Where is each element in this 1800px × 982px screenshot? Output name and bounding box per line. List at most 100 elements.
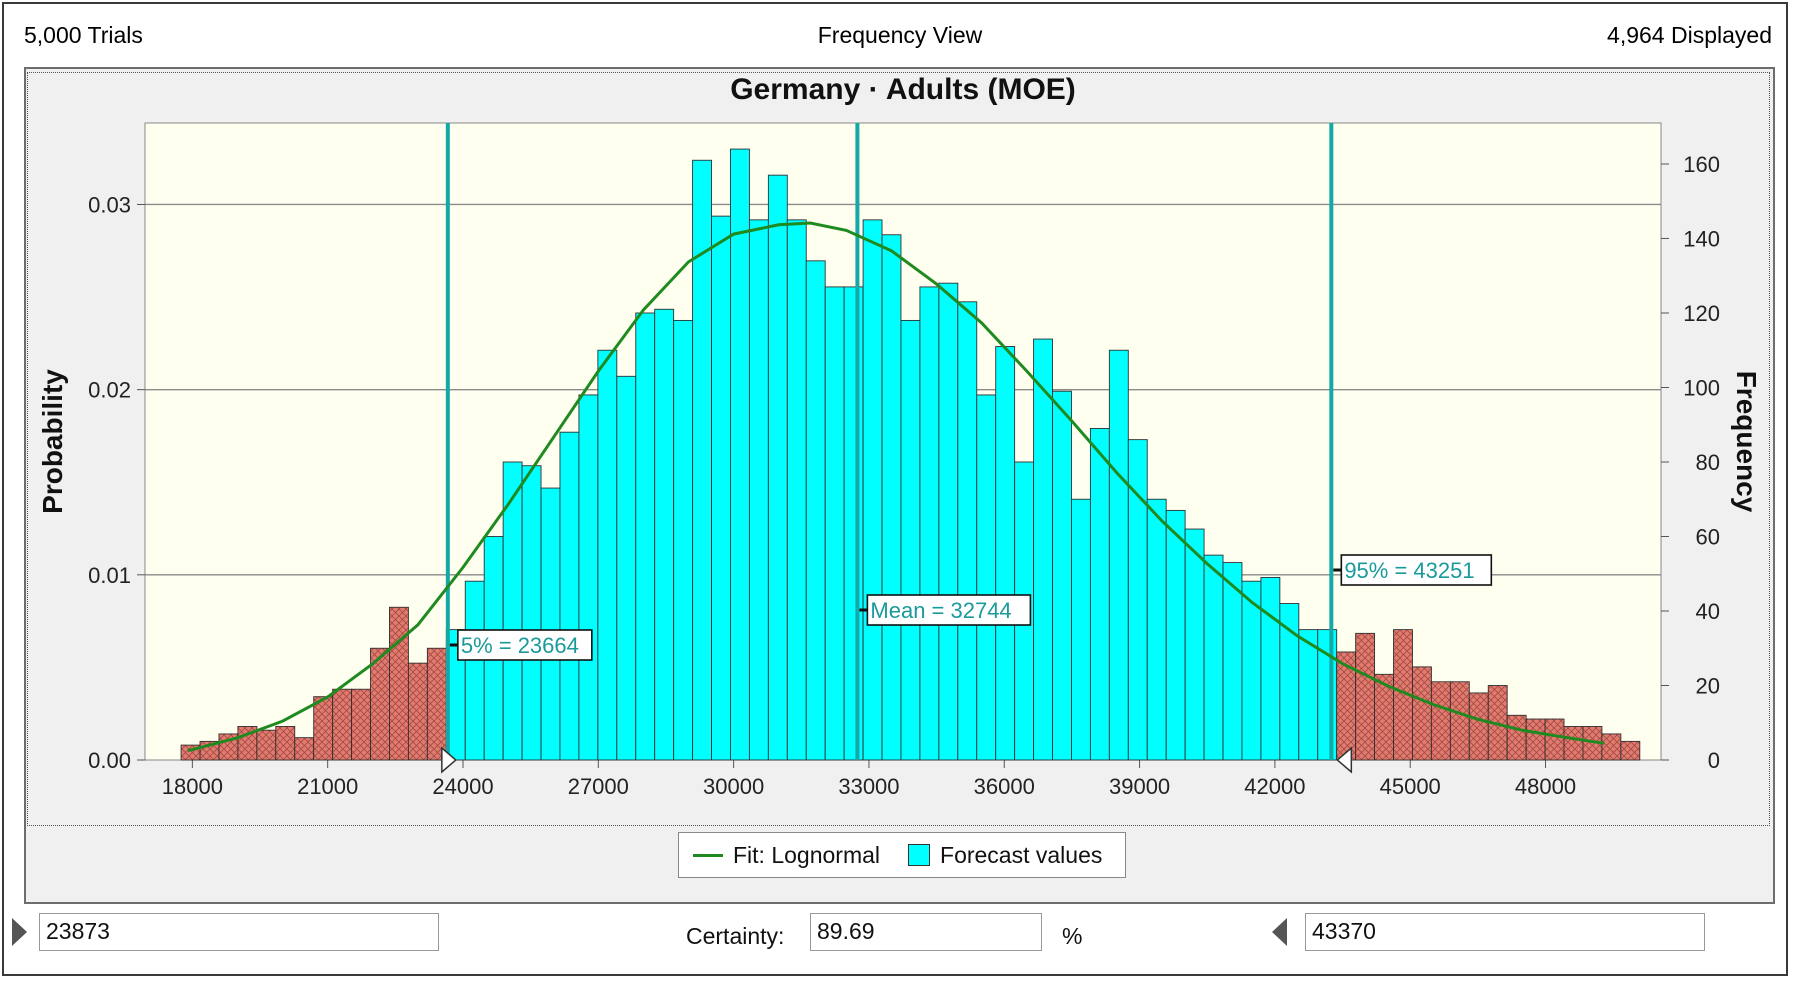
y2-tick-label: 140 bbox=[1683, 226, 1720, 251]
y-tick-label: 0.03 bbox=[88, 192, 131, 217]
histogram-bar-outside bbox=[332, 688, 353, 761]
y2-tick-label: 0 bbox=[1708, 748, 1720, 773]
histogram-bar bbox=[1203, 554, 1224, 761]
histogram-bar bbox=[1260, 577, 1281, 761]
legend-fit-label: Fit: Lognormal bbox=[733, 841, 881, 868]
histogram-bar bbox=[711, 215, 731, 761]
marker-label-box bbox=[457, 629, 593, 661]
legend-forecast-label: Forecast values bbox=[940, 841, 1103, 868]
histogram-bar-outside bbox=[256, 729, 277, 761]
marker-label-box bbox=[1340, 554, 1493, 586]
histogram-bar bbox=[1052, 390, 1072, 761]
x-tick-label: 33000 bbox=[838, 774, 899, 799]
chart-title: Germany · Adults (MOE) bbox=[730, 73, 1076, 106]
marker-label: 95% = 43251 bbox=[1344, 558, 1474, 583]
histogram-bar bbox=[995, 346, 1016, 761]
x-tick-label: 36000 bbox=[974, 774, 1035, 799]
x-tick-label: 18000 bbox=[162, 774, 223, 799]
histogram-bar bbox=[786, 219, 807, 761]
y2-tick-label: 20 bbox=[1696, 673, 1720, 698]
histogram-bar bbox=[673, 319, 694, 761]
x-tick-label: 30000 bbox=[703, 774, 764, 799]
histogram-bar bbox=[540, 487, 561, 761]
histogram-bar bbox=[1071, 498, 1091, 761]
percent-sign: % bbox=[1062, 923, 1083, 949]
histogram-bar-outside bbox=[1449, 681, 1470, 761]
x-tick-label: 27000 bbox=[568, 774, 629, 799]
histogram-bar bbox=[654, 308, 675, 761]
y2-tick-label: 120 bbox=[1683, 301, 1720, 326]
histogram-bar-outside bbox=[294, 737, 315, 761]
marker-label: 5% = 23664 bbox=[461, 633, 579, 658]
histogram-bar bbox=[862, 219, 883, 761]
y-tick-label: 0.02 bbox=[88, 378, 131, 403]
y2-tick-label: 100 bbox=[1683, 375, 1720, 400]
x-tick-label: 48000 bbox=[1515, 774, 1576, 799]
histogram-bar-outside bbox=[1544, 718, 1565, 761]
y-tick-label: 0.01 bbox=[88, 563, 131, 588]
histogram-bar bbox=[748, 219, 769, 761]
histogram-bar bbox=[616, 375, 637, 761]
fit-curve bbox=[187, 221, 1605, 753]
y-axis-label: Probability bbox=[37, 369, 68, 514]
histogram-bar-outside bbox=[426, 647, 447, 761]
y2-tick-label: 160 bbox=[1683, 152, 1720, 177]
histogram-bar bbox=[957, 301, 978, 761]
x-tick-label: 24000 bbox=[432, 774, 493, 799]
right-certainty-input[interactable]: 43370 bbox=[1305, 913, 1705, 951]
histogram-bar bbox=[1089, 428, 1110, 761]
legend-fit-swatch bbox=[693, 853, 723, 857]
view-name: Frequency View bbox=[817, 22, 983, 48]
legend-forecast-swatch bbox=[908, 844, 931, 866]
histogram-bar bbox=[976, 394, 997, 761]
histogram-bar-outside bbox=[1563, 726, 1584, 761]
histogram-bar-outside bbox=[1506, 714, 1527, 761]
histogram-bar bbox=[1108, 349, 1129, 761]
histogram-bar bbox=[597, 349, 618, 761]
y2-tick-label: 40 bbox=[1696, 599, 1720, 624]
right-grabber-icon[interactable] bbox=[1272, 918, 1287, 946]
certainty-input[interactable]: 89.69 bbox=[810, 913, 1042, 951]
histogram-bar-outside bbox=[389, 606, 409, 761]
histogram-bar bbox=[767, 174, 788, 761]
histogram-bar bbox=[1298, 629, 1319, 761]
histogram-bar bbox=[730, 148, 750, 761]
y2-axis-label: Frequency bbox=[1731, 371, 1762, 513]
chart-legend: Fit: Lognormal Forecast values bbox=[678, 832, 1126, 878]
histogram-bar-outside bbox=[351, 688, 371, 761]
histogram-bar bbox=[881, 234, 902, 761]
chart-plot-border bbox=[27, 72, 1770, 826]
histogram-bar bbox=[578, 394, 599, 761]
left-grabber-triangle bbox=[441, 746, 457, 774]
histogram-bar bbox=[938, 282, 959, 761]
histogram-bar bbox=[1165, 509, 1186, 761]
histogram-bar bbox=[1033, 338, 1053, 761]
x-tick-label: 42000 bbox=[1244, 774, 1305, 799]
marker-label: Mean = 32744 bbox=[870, 598, 1011, 623]
trials-count: 5,000 Trials bbox=[24, 22, 143, 48]
histogram-bar bbox=[1146, 498, 1167, 761]
histogram-bar-outside bbox=[313, 696, 334, 761]
histogram-bar-outside bbox=[1601, 733, 1622, 761]
marker-label-box bbox=[866, 594, 1032, 626]
y2-tick-label: 60 bbox=[1696, 524, 1720, 549]
histogram-bar bbox=[805, 260, 826, 761]
histogram-bar-outside bbox=[1525, 718, 1546, 761]
histogram-bar-outside bbox=[1468, 692, 1489, 761]
y2-tick-label: 80 bbox=[1696, 450, 1720, 475]
left-grabber-icon[interactable] bbox=[12, 918, 27, 946]
histogram-bar bbox=[824, 286, 845, 761]
displayed-count: 4,964 Displayed bbox=[1607, 22, 1772, 48]
left-certainty-input[interactable]: 23873 bbox=[39, 913, 439, 951]
x-tick-label: 39000 bbox=[1109, 774, 1170, 799]
certainty-label: Certainty: bbox=[686, 923, 785, 949]
histogram-bar-outside bbox=[407, 662, 428, 761]
histogram-bar bbox=[843, 286, 864, 761]
y-tick-label: 0.00 bbox=[88, 748, 131, 773]
histogram-bar bbox=[559, 431, 580, 761]
histogram-bar bbox=[919, 286, 940, 761]
histogram-bar bbox=[1279, 603, 1300, 761]
histogram-bar-outside bbox=[275, 726, 296, 761]
histogram-bar-outside bbox=[1430, 681, 1451, 761]
